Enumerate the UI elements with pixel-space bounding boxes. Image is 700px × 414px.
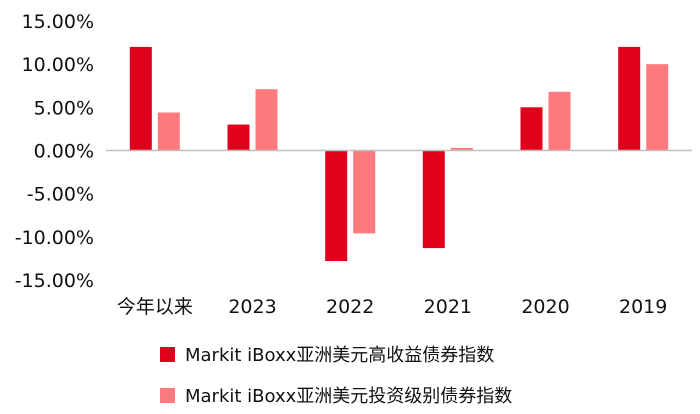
y-axis: 15.00% 10.00% 5.00% 0.00% -5.00% -10.00% -15.0… xyxy=(15,11,94,292)
x-category-label: 2019 xyxy=(619,296,667,318)
y-tick-label: -5.00% xyxy=(27,184,94,206)
x-category-label: 今年以来 xyxy=(117,296,193,318)
y-tick-label: 10.00% xyxy=(22,54,94,76)
y-tick-label: 0.00% xyxy=(34,141,94,163)
bar-series-1-2020 xyxy=(520,107,543,151)
y-tick-label: 15.00% xyxy=(22,11,94,33)
bar-series-2-2023 xyxy=(255,89,278,151)
x-category-label: 2022 xyxy=(326,296,374,318)
bar-series-2-今年以来 xyxy=(157,112,180,151)
x-category-label: 2021 xyxy=(424,296,472,318)
y-tick-label: -15.00% xyxy=(15,270,94,292)
bars xyxy=(129,46,669,261)
bar-series-2-2020 xyxy=(548,91,571,151)
y-tick-label: -10.00% xyxy=(15,227,94,249)
legend-label-series-1: Markit iBoxx亚洲美元高收益债券指数 xyxy=(185,345,494,366)
bar-series-1-今年以来 xyxy=(129,46,152,151)
x-category-label: 2020 xyxy=(521,296,569,318)
bar-series-2-2021 xyxy=(450,147,473,151)
bar-series-2-2022 xyxy=(353,150,376,234)
legend-swatch-series-2 xyxy=(160,388,175,403)
bar-series-2-2019 xyxy=(646,64,669,151)
x-axis: 今年以来 2023 2022 2021 2020 2019 xyxy=(117,296,668,318)
bar-series-1-2023 xyxy=(227,124,250,151)
bar-series-1-2021 xyxy=(422,150,445,249)
legend-label-series-2: Markit iBoxx亚洲美元投资级别债券指数 xyxy=(185,386,512,407)
x-category-label: 2023 xyxy=(228,296,276,318)
y-tick-label: 5.00% xyxy=(34,97,94,119)
bar-series-1-2019 xyxy=(618,46,641,151)
legend: Markit iBoxx亚洲美元高收益债券指数 Markit iBoxx亚洲美元投… xyxy=(160,345,512,407)
bar-series-1-2022 xyxy=(325,150,348,261)
legend-swatch-series-1 xyxy=(160,347,175,362)
